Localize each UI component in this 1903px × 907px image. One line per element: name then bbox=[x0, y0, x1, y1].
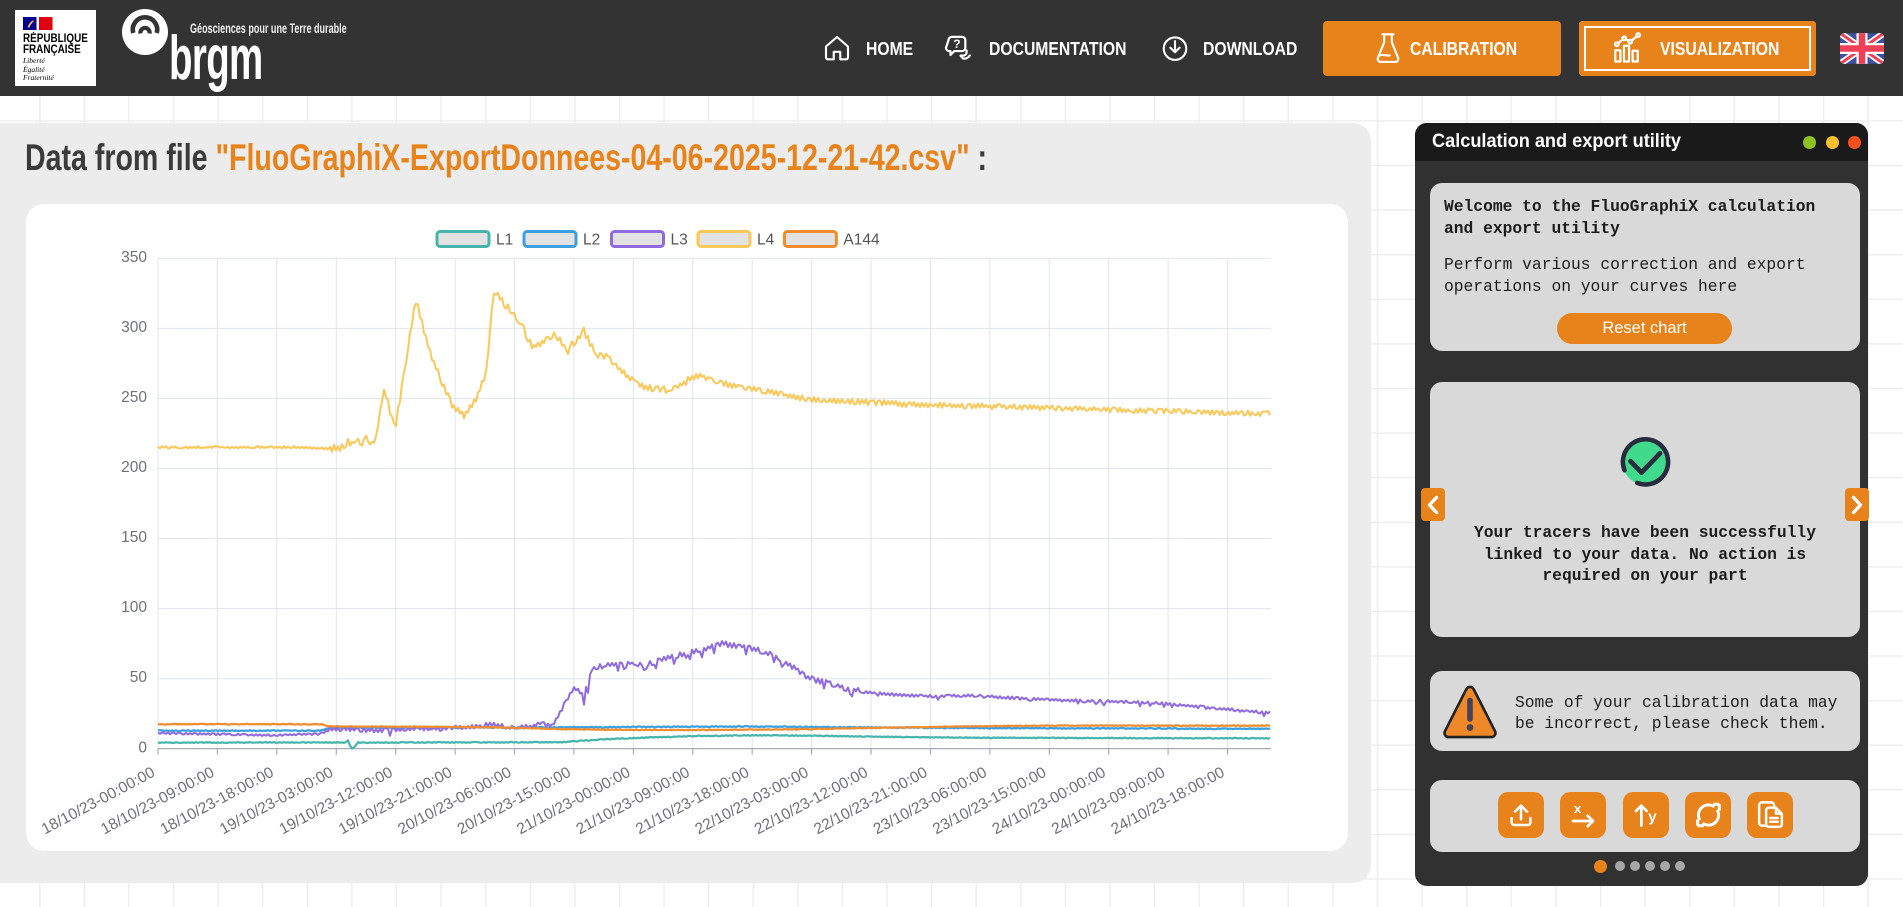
svg-text:L1: L1 bbox=[496, 232, 513, 249]
svg-text:0: 0 bbox=[138, 739, 147, 756]
svg-text:150: 150 bbox=[121, 529, 147, 546]
svg-text:A144: A144 bbox=[843, 232, 880, 249]
svg-text:350: 350 bbox=[121, 249, 147, 266]
svg-text:50: 50 bbox=[130, 669, 148, 686]
svg-text:L3: L3 bbox=[671, 232, 688, 249]
svg-text:L2: L2 bbox=[583, 232, 600, 249]
svg-text:100: 100 bbox=[121, 599, 147, 616]
svg-text:300: 300 bbox=[121, 319, 147, 336]
svg-text:?: ? bbox=[953, 37, 961, 51]
svg-text:y: y bbox=[1648, 810, 1657, 826]
svg-text:x: x bbox=[1574, 803, 1582, 818]
svg-text:L4: L4 bbox=[757, 232, 775, 249]
svg-text:200: 200 bbox=[121, 459, 147, 476]
svg-text:250: 250 bbox=[121, 389, 147, 406]
